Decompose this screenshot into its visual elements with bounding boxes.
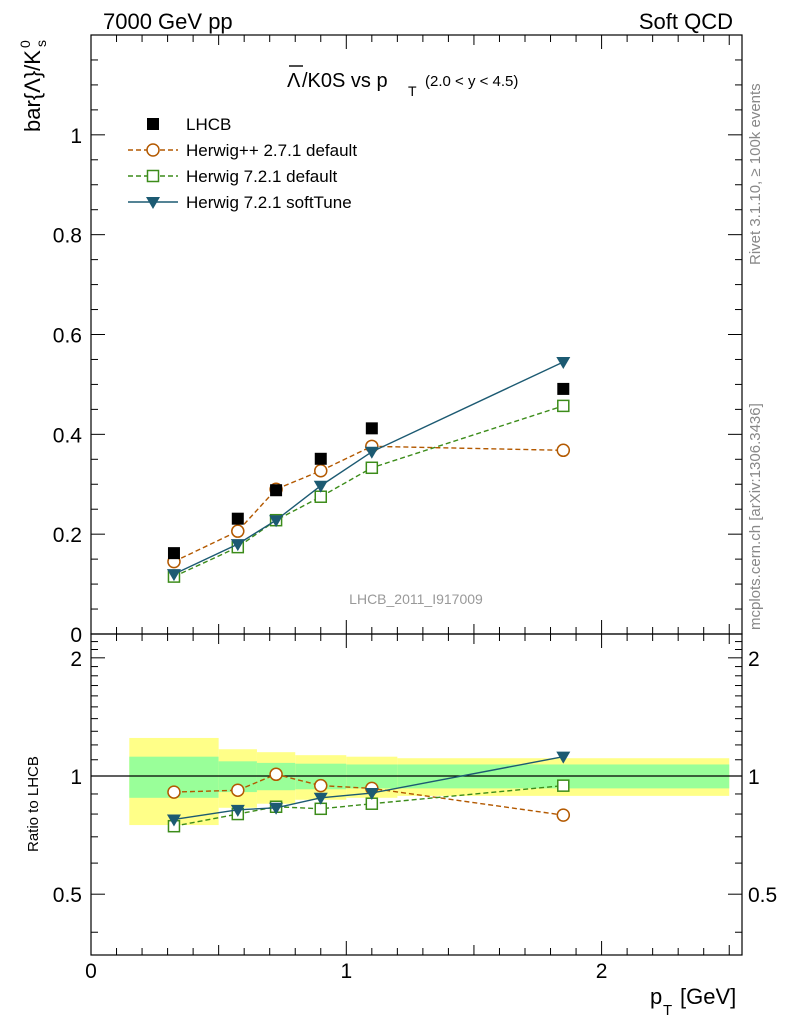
series-point-ratio: [314, 778, 328, 793]
series-line-main: [173, 361, 564, 575]
legend-label: Herwig 7.2.1 softTune: [186, 193, 352, 212]
x-axis-label-subscript: T: [663, 1002, 672, 1019]
ratio-data-bands: [91, 737, 742, 826]
series-line-ratio: [173, 755, 564, 821]
series-point-main: [556, 356, 571, 369]
main-series-marks: [166, 356, 571, 583]
series-point-ratio: [313, 792, 328, 805]
series-point-main: [557, 399, 570, 413]
series-point-ratio: [166, 814, 181, 827]
series-point-ratio: [231, 783, 245, 797]
x-tick-label: 0: [85, 960, 97, 983]
y-axis-label-main: bar{Λ}/K: [20, 50, 45, 132]
series-point-ratio: [269, 767, 283, 782]
series-point-ratio: [556, 751, 571, 764]
data-point: [314, 452, 327, 465]
series-line-main: [173, 445, 564, 563]
ratio-tick-label-left: 2: [70, 648, 82, 671]
x-tick-label: 1: [340, 960, 352, 983]
ratio-series-marks: [166, 751, 571, 833]
title-subscript: T: [408, 83, 417, 99]
ratio-tick-label-left: 0.5: [53, 884, 82, 907]
data-point: [231, 512, 244, 525]
y-tick-label: 0.2: [53, 524, 82, 547]
legend: LHCB Herwig++ 2.7.1 default Herwig 7.2.1 d…: [128, 115, 357, 212]
ratio-plot-frame: [90, 633, 743, 956]
legend-label: LHCB: [186, 115, 231, 134]
x-axis-label-main: p: [650, 984, 662, 1009]
data-point: [557, 382, 570, 395]
series-point-main: [166, 569, 181, 582]
series-line-ratio: [173, 784, 564, 827]
legend-marker: [146, 143, 160, 157]
series-line-ratio: [173, 773, 564, 816]
ratio-panel: 0.5 0.5 1 1 2 2 0 1 2 Ratio to LHCB: [25, 633, 777, 983]
ratio-tick-label-right: 1: [748, 766, 760, 789]
series-point-main: [314, 464, 328, 478]
y-tick-label: 0.8: [53, 225, 82, 248]
series-point-main: [364, 446, 379, 459]
ratio-tick-label-right: 2: [748, 648, 760, 671]
series-point-main: [556, 443, 571, 458]
legend-label: Herwig++ 2.7.1 default: [186, 141, 357, 160]
y-tick-label: 0.6: [53, 325, 82, 348]
legend-marker: [146, 169, 160, 183]
series-point-ratio: [557, 779, 570, 792]
ratio-tick-label-left: 1: [70, 766, 82, 789]
series-point-main: [269, 515, 284, 528]
series-point-main: [231, 524, 245, 538]
title-lambda-symbol: Λ: [287, 70, 301, 92]
series-point-ratio: [167, 785, 181, 799]
title-main-text: /K0S vs p: [302, 70, 388, 92]
header-category-label: Soft QCD: [639, 9, 733, 34]
header-energy-label: 7000 GeV pp: [103, 9, 233, 34]
series-point-ratio: [556, 808, 571, 822]
y-axis-label-superscript: 0: [17, 40, 33, 48]
main-axis-ticks: 0 0.2 0.4 0.6 0.8 1: [53, 35, 742, 647]
rivet-version-label: Rivet 3.1.10, ≥ 100k events: [747, 83, 764, 265]
series-point-ratio: [230, 804, 245, 817]
title-range: (2.0 < y < 4.5): [425, 73, 518, 90]
series-point-main: [230, 539, 245, 552]
data-point: [365, 422, 378, 435]
x-tick-label: 2: [596, 960, 608, 983]
series-point-ratio: [269, 802, 284, 815]
chart-title: Λ /K0S vs p T (2.0 < y < 4.5): [287, 65, 518, 99]
y-tick-label: 0.4: [53, 424, 83, 447]
series-line-main: [173, 405, 564, 578]
ratio-y-axis-label: Ratio to LHCB: [25, 756, 42, 852]
analysis-id-label: LHCB_2011_I917009: [349, 591, 483, 607]
data-point: [167, 547, 180, 560]
x-axis-label-unit: [GeV]: [680, 984, 736, 1009]
mcplots-reference-label: mcplots.cern.ch [arXiv:1306.3436]: [747, 403, 764, 630]
y-axis-label-subscript: s: [33, 40, 49, 47]
main-panel: 0 0.2 0.4 0.6 0.8 1 Λ /K0S vs p T (2.0 < y < …: [17, 34, 743, 647]
x-axis-label: p T [GeV]: [650, 984, 736, 1019]
legend-label: Herwig 7.2.1 default: [186, 167, 337, 186]
y-tick-label: 0: [70, 624, 82, 647]
ratio-tick-label-right: 0.5: [748, 884, 777, 907]
legend-marker: [147, 118, 159, 130]
y-axis-label: bar{Λ}/K 0 s: [17, 40, 49, 132]
legend-marker: [146, 197, 160, 209]
ratio-axis-ticks: 0.5 0.5 1 1 2 2 0 1 2: [53, 634, 777, 983]
y-tick-label: 1: [70, 125, 82, 148]
series-point-ratio: [314, 802, 328, 816]
data-point: [270, 484, 283, 497]
series-point-main: [314, 490, 328, 503]
series-point-main: [365, 461, 379, 475]
series-point-ratio: [364, 788, 379, 801]
series-point-main: [313, 480, 328, 493]
